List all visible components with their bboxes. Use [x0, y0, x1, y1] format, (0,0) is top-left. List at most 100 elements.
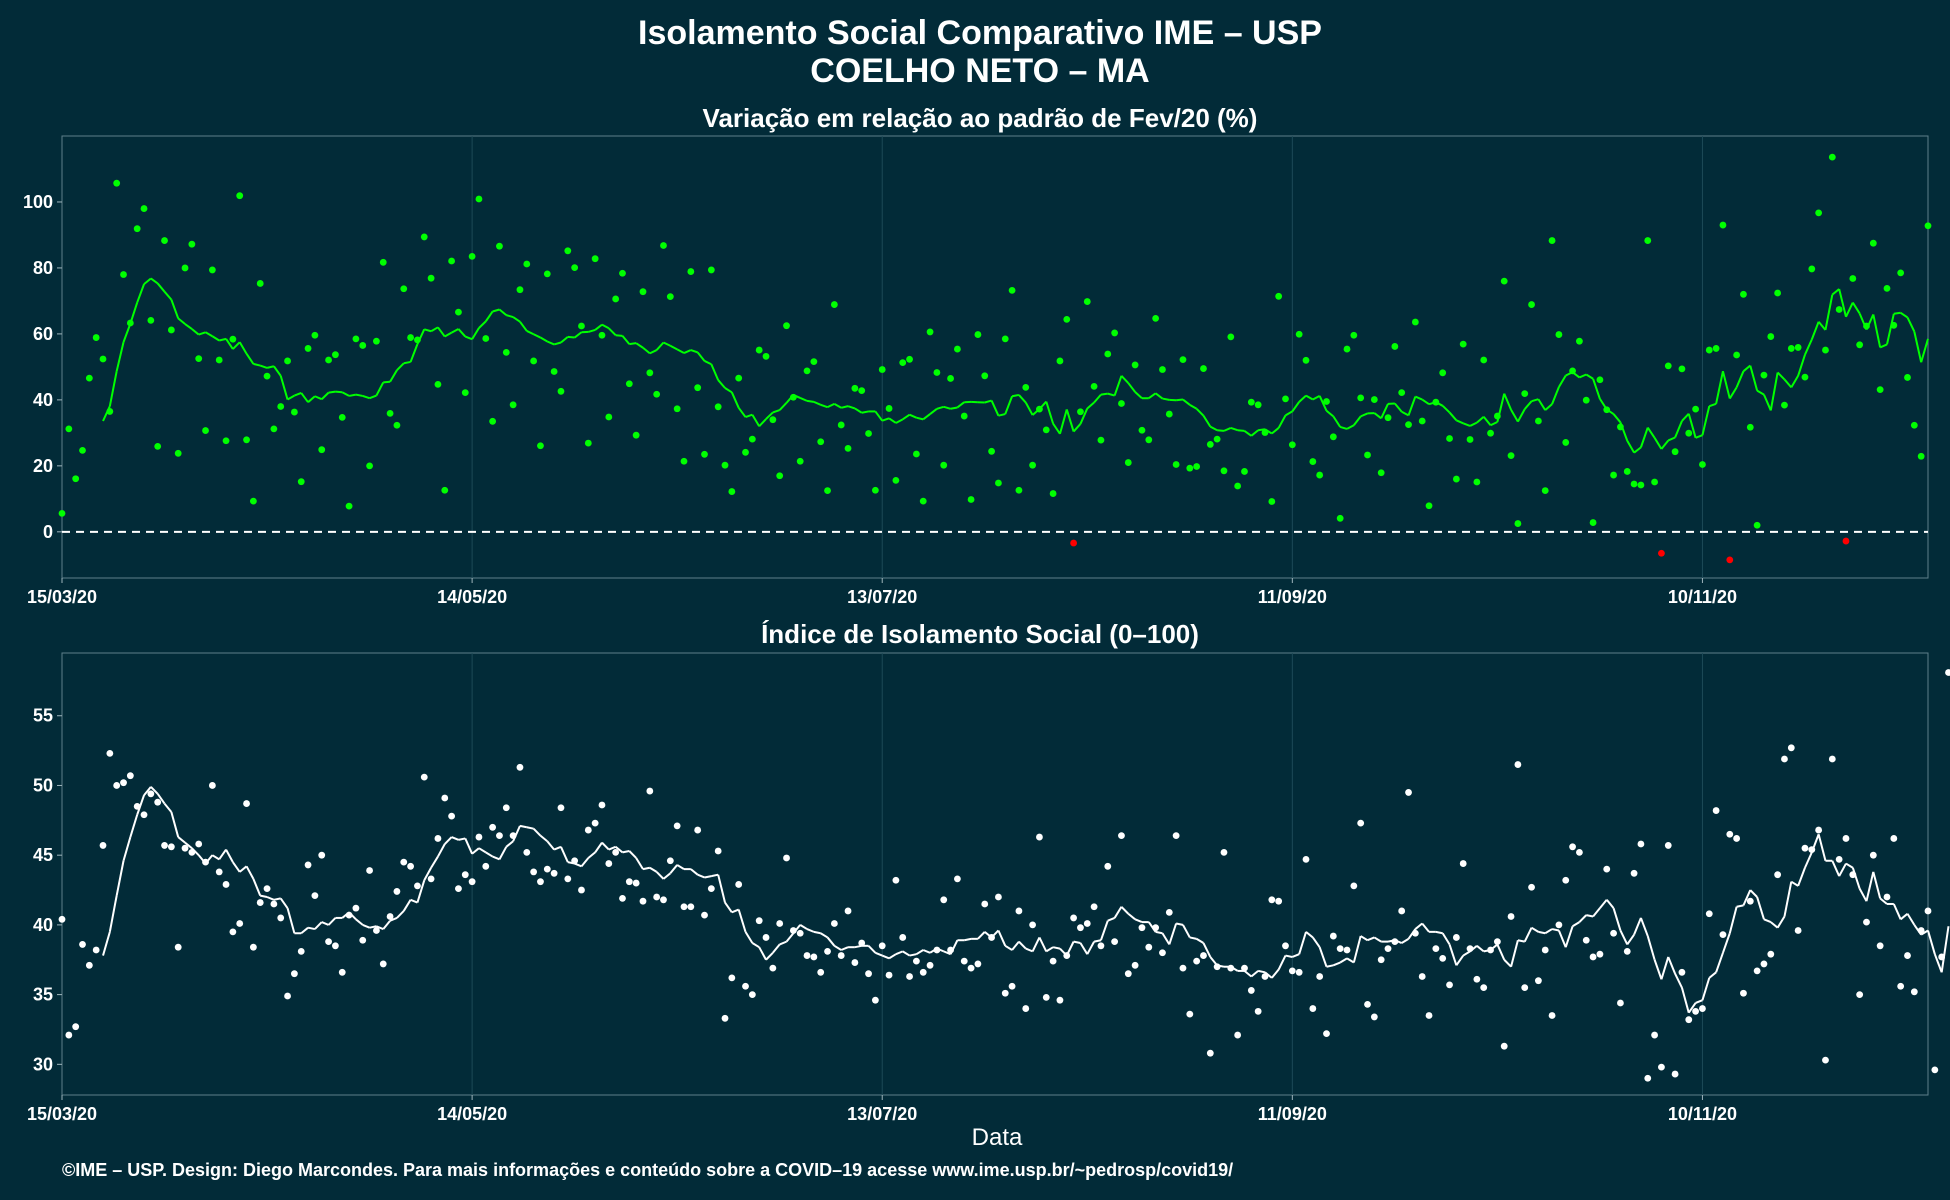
moving-average-segment	[402, 899, 412, 912]
data-point	[967, 964, 975, 972]
x-tick-label: 15/03/20	[27, 1104, 97, 1124]
moving-average-segment	[1189, 403, 1198, 410]
moving-average-segment	[1892, 903, 1902, 920]
data-point	[1015, 907, 1023, 915]
moving-average-segment	[1940, 926, 1950, 973]
data-point	[1159, 949, 1166, 957]
data-point	[1815, 826, 1823, 834]
moving-average-segment	[1011, 393, 1020, 398]
data-point	[1849, 275, 1857, 282]
data-point	[1282, 942, 1289, 950]
data-point	[1070, 539, 1078, 547]
moving-average-segment	[1086, 401, 1095, 410]
moving-average-segment	[1680, 987, 1690, 1013]
data-point	[830, 301, 838, 308]
data-point	[1705, 346, 1713, 354]
data-point	[1863, 322, 1870, 330]
moving-average-segment	[1195, 408, 1205, 417]
data-point	[1781, 401, 1788, 409]
data-point	[653, 390, 661, 398]
data-point	[673, 405, 681, 413]
moving-average-segment	[1783, 881, 1793, 917]
moving-average-segment	[218, 337, 227, 342]
moving-average-segment	[1612, 413, 1622, 423]
moving-average-segment	[1318, 946, 1328, 968]
data-point	[1637, 840, 1645, 848]
data-point	[1104, 862, 1112, 870]
data-point	[496, 242, 503, 250]
data-point	[441, 486, 449, 494]
moving-average-segment	[1769, 372, 1779, 411]
data-point	[687, 268, 695, 275]
data-point	[1883, 893, 1891, 901]
data-point	[1077, 924, 1084, 932]
moving-average-segment	[765, 952, 774, 961]
data-point	[304, 345, 312, 352]
moving-average-segment	[1394, 402, 1403, 413]
moving-average-segment	[758, 418, 767, 427]
moving-average-segment	[396, 362, 405, 371]
data-point	[1856, 991, 1864, 999]
data-point	[1924, 222, 1932, 230]
data-point	[1213, 435, 1221, 443]
moving-average-segment	[1326, 964, 1334, 968]
moving-average-segment	[710, 363, 720, 381]
data-point	[1869, 851, 1877, 859]
moving-average-segment	[260, 894, 268, 898]
moving-average-segment	[1045, 946, 1054, 953]
data-point	[249, 943, 257, 951]
moving-average-segment	[423, 867, 432, 881]
moving-average-segment	[1209, 425, 1218, 432]
moving-average-segment	[1312, 395, 1321, 401]
moving-average-segment	[553, 845, 562, 851]
data-point	[236, 192, 244, 200]
moving-average-segment	[1018, 394, 1027, 404]
moving-average-segment	[1107, 392, 1115, 397]
panel-1-title: Variação em relação ao padrão de Fev/20 …	[703, 103, 1258, 133]
data-point	[85, 961, 93, 969]
moving-average-segment	[1756, 896, 1765, 920]
moving-average-segment	[629, 342, 637, 346]
data-point	[892, 476, 900, 484]
data-point	[1466, 945, 1474, 952]
moving-average-segment	[266, 896, 275, 901]
moving-average-segment	[902, 413, 911, 421]
moving-average-segment	[1742, 364, 1751, 372]
data-point	[619, 269, 626, 277]
moving-average-segment	[1579, 373, 1587, 379]
data-point	[1049, 957, 1057, 965]
data-point	[502, 804, 510, 812]
moving-average-segment	[1052, 946, 1061, 950]
moving-average-segment	[964, 937, 972, 942]
data-point	[1685, 429, 1693, 437]
moving-average-segment	[737, 909, 747, 933]
data-point	[988, 934, 995, 941]
moving-average-segment	[239, 865, 248, 873]
data-point	[1651, 1031, 1658, 1039]
moving-average-segment	[655, 341, 665, 351]
moving-average-segment	[150, 277, 159, 285]
data-point	[728, 974, 736, 982]
data-point	[1193, 463, 1201, 470]
data-point	[550, 368, 558, 375]
data-point	[386, 410, 394, 417]
moving-average-segment	[211, 854, 220, 861]
data-point	[974, 960, 982, 968]
data-point	[748, 435, 756, 443]
data-point	[1534, 417, 1542, 425]
moving-average-segment	[731, 908, 740, 914]
moving-average-segment	[1592, 378, 1601, 400]
x-tick-label: 10/11/20	[1668, 1104, 1737, 1124]
data-point	[1562, 876, 1570, 884]
data-point	[1651, 478, 1658, 486]
data-point	[523, 848, 531, 856]
moving-average-segment	[355, 918, 364, 926]
data-point	[1398, 389, 1406, 397]
data-point	[1555, 331, 1563, 338]
data-point	[1070, 914, 1078, 922]
moving-average-segment	[314, 395, 323, 401]
moving-average-segment	[984, 399, 992, 404]
data-point	[1801, 844, 1809, 852]
data-point	[694, 384, 702, 392]
data-point	[612, 295, 620, 303]
